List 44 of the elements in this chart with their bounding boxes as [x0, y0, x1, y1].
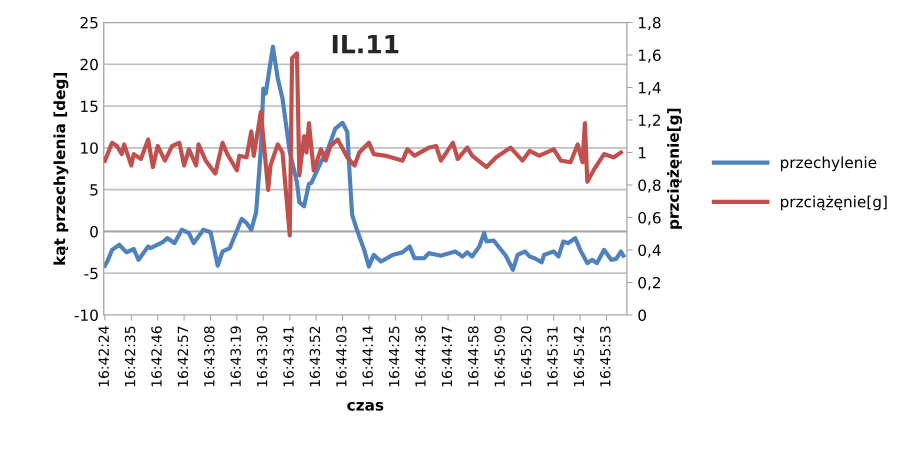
x-tick-label: 16:44:25 [388, 326, 400, 386]
y2-axis-title: przciążęnie[g] [667, 108, 682, 229]
x-tick-label: 16:44:03 [336, 326, 347, 386]
x-tick-label: 16:43:30 [256, 326, 268, 386]
x-tick-label: 16:43:41 [283, 326, 294, 386]
x-tick-label: 16:44:36 [415, 326, 426, 386]
x-tick-label: 16:43:52 [310, 326, 320, 386]
y2-tick-label: 0,6 [638, 212, 661, 226]
x-tick-label: 16:42:35 [124, 326, 136, 386]
x-tick-label: 16:45:31 [547, 326, 558, 386]
y2-tick-label: 1,6 [638, 49, 661, 63]
x-tick-label: 16:45:53 [600, 326, 611, 386]
y-tick-label: 15 [81, 100, 98, 112]
legend-label: przciążęnie[g] [780, 196, 887, 210]
legend-label: przechylenie [780, 156, 876, 172]
x-tick-label: 16:44:14 [362, 326, 373, 386]
y2-tick-label: 1,8 [638, 16, 661, 30]
y2-tick-label: 1,2 [638, 114, 660, 128]
y2-tick-label: 0,8 [638, 179, 661, 193]
x-axis-title: czas [347, 402, 384, 411]
y2-tick-label: 1 [638, 147, 646, 158]
x-tick-label: 16:45:09 [494, 326, 505, 386]
y-tick-label: -10 [74, 309, 98, 322]
chart-title: IL.11 [332, 34, 398, 54]
y2-tick-label: 1,4 [638, 82, 661, 96]
y2-tick-label: 0 [638, 309, 646, 322]
y-tick-label: 25 [80, 16, 98, 29]
y-tick-label: 10 [81, 142, 98, 154]
y2-tick-label: 0,2 [638, 276, 660, 290]
y-axis-title: kąt przechylenia [deg] [53, 72, 68, 265]
y2-tick-label: 0,4 [638, 244, 661, 258]
x-tick-label: 16:42:24 [98, 326, 109, 386]
x-tick-label: 16:45:42 [574, 326, 584, 386]
x-tick-label: 16:42:46 [151, 326, 162, 386]
x-tick-label: 16:45:20 [520, 326, 532, 386]
x-tick-label: 16:44:58 [468, 326, 479, 386]
x-tick-label: 16:43:19 [230, 326, 241, 386]
y-tick-label: 20 [80, 58, 98, 70]
x-tick-label: 16:44:47 [442, 326, 452, 386]
y-tick-label: 5 [90, 184, 98, 196]
y-tick-label: 0 [90, 226, 98, 238]
x-tick-label: 16:42:57 [178, 326, 188, 386]
x-tick-label: 16:43:08 [204, 326, 215, 386]
y-tick-label: -5 [84, 268, 98, 280]
